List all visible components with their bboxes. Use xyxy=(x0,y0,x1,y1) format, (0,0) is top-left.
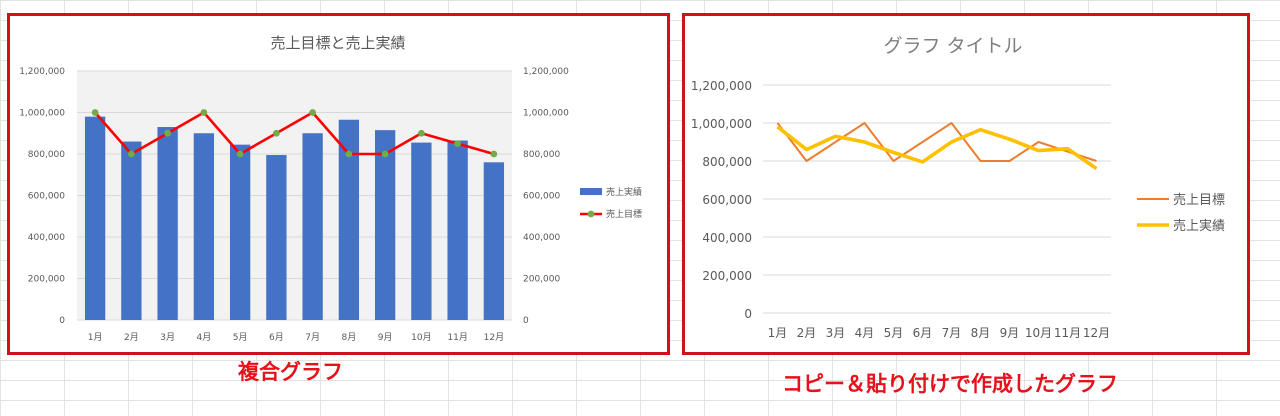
pasted-chart-caption: コピー＆貼り付けで作成したグラフ xyxy=(782,372,1118,396)
legend-label-売上実績: 売上実績 xyxy=(1173,218,1225,234)
bar-売上実績-4月 xyxy=(193,133,215,320)
marker-売上目標-11月 xyxy=(454,140,462,148)
y-tick-label: 1,000,000 xyxy=(691,117,752,131)
x-tick-label: 10月 xyxy=(1025,326,1052,340)
y2-tick-label: 800,000 xyxy=(523,150,560,160)
x-tick-label: 4月 xyxy=(855,326,875,340)
bar-売上実績-8月 xyxy=(338,119,360,320)
combo-chart-caption: 複合グラフ xyxy=(238,360,343,384)
line-chart-frame[interactable]: グラフ タイトル 0 200,000 400,000 600,000 800,000 1,0… xyxy=(682,13,1250,355)
bar-売上実績-11月 xyxy=(447,140,468,320)
x-tick-label: 3月 xyxy=(160,332,175,343)
bar-売上実績-7月 xyxy=(302,133,323,320)
marker-売上目標-6月 xyxy=(272,129,280,137)
bar-売上実績-2月 xyxy=(121,141,142,320)
y2-tick-label: 1,000,000 xyxy=(523,109,569,119)
y-tick-label: 600,000 xyxy=(702,193,752,207)
x-tick-label: 11月 xyxy=(1054,326,1081,340)
legend-label-売上目標: 売上目標 xyxy=(1173,192,1225,208)
y-tick-label: 600,000 xyxy=(28,192,65,202)
y2-tick-label: 1,200,000 xyxy=(523,67,569,77)
marker-売上目標-12月 xyxy=(490,150,498,158)
y-tick-label: 200,000 xyxy=(28,275,65,285)
x-tick-label: 2月 xyxy=(124,332,139,343)
y-tick-label: 400,000 xyxy=(702,231,752,245)
bar-売上実績-9月 xyxy=(374,130,396,320)
x-tick-label: 6月 xyxy=(913,326,933,340)
legend-swatch-売上実績 xyxy=(580,188,602,195)
y-tick-label: 1,000,000 xyxy=(19,109,65,119)
x-tick-label: 11月 xyxy=(447,332,467,343)
line-売上目標 xyxy=(776,122,1097,162)
line-chart[interactable]: グラフ タイトル 0 200,000 400,000 600,000 800,000 1,0… xyxy=(685,16,1247,352)
x-tick-label: 9月 xyxy=(378,332,393,343)
bar-売上実績-1月 xyxy=(84,116,106,321)
combo-chart-frame[interactable]: 売上目標と売上実績 0 0 200,000 200,000 400,000 400,000 6… xyxy=(7,13,670,355)
x-tick-label: 9月 xyxy=(1000,326,1020,340)
marker-売上目標-7月 xyxy=(309,109,317,116)
line-売上実績 xyxy=(776,125,1098,171)
x-tick-label: 10月 xyxy=(411,332,431,343)
marker-売上目標-10月 xyxy=(417,129,425,137)
legend-marker-売上目標 xyxy=(587,210,595,218)
y-tick-label: 0 xyxy=(744,307,752,321)
marker-売上目標-8月 xyxy=(345,150,353,158)
y2-tick-label: 600,000 xyxy=(523,192,560,202)
chart-title: グラフ タイトル xyxy=(883,35,1022,57)
y-tick-label: 1,200,000 xyxy=(691,79,752,93)
marker-売上目標-9月 xyxy=(381,150,389,158)
marker-売上目標-3月 xyxy=(164,129,172,137)
x-tick-label: 7月 xyxy=(305,332,320,343)
marker-売上目標-4月 xyxy=(200,109,208,116)
x-tick-label: 7月 xyxy=(942,326,962,340)
bar-売上実績-3月 xyxy=(157,127,178,321)
y2-tick-label: 400,000 xyxy=(523,233,560,243)
x-tick-label: 1月 xyxy=(88,332,103,343)
x-tick-label: 3月 xyxy=(826,326,846,340)
x-tick-label: 1月 xyxy=(768,326,788,340)
y-tick-label: 1,200,000 xyxy=(19,67,65,77)
bar-売上実績-5月 xyxy=(229,144,251,320)
combo-chart[interactable]: 売上目標と売上実績 0 0 200,000 200,000 400,000 400,000 6… xyxy=(10,16,667,352)
y-tick-label: 400,000 xyxy=(28,233,65,243)
bar-売上実績-12月 xyxy=(483,162,505,320)
y2-tick-label: 0 xyxy=(523,316,529,326)
marker-売上目標-5月 xyxy=(236,150,244,158)
legend-label-売上目標: 売上目標 xyxy=(606,208,642,220)
y2-tick-label: 200,000 xyxy=(523,275,560,285)
legend-label-売上実績: 売上実績 xyxy=(606,186,642,198)
x-tick-label: 2月 xyxy=(797,326,817,340)
bar-売上実績-10月 xyxy=(411,142,432,320)
marker-売上目標-2月 xyxy=(127,150,135,158)
x-tick-label: 5月 xyxy=(884,326,904,340)
y-tick-label: 800,000 xyxy=(28,150,65,160)
y-tick-label: 200,000 xyxy=(702,269,752,283)
y-tick-label: 0 xyxy=(59,316,65,326)
x-tick-label: 5月 xyxy=(233,332,248,343)
y-tick-label: 800,000 xyxy=(702,155,752,169)
x-tick-label: 12月 xyxy=(484,332,504,343)
line-売上目標 xyxy=(94,111,495,156)
x-tick-label: 8月 xyxy=(342,332,357,343)
x-tick-label: 6月 xyxy=(269,332,284,343)
chart-title: 売上目標と売上実績 xyxy=(270,34,405,52)
x-tick-label: 12月 xyxy=(1083,326,1110,340)
x-tick-label: 8月 xyxy=(971,326,991,340)
bar-売上実績-6月 xyxy=(266,155,287,320)
x-tick-label: 4月 xyxy=(197,332,212,343)
marker-売上目標-1月 xyxy=(91,109,99,116)
